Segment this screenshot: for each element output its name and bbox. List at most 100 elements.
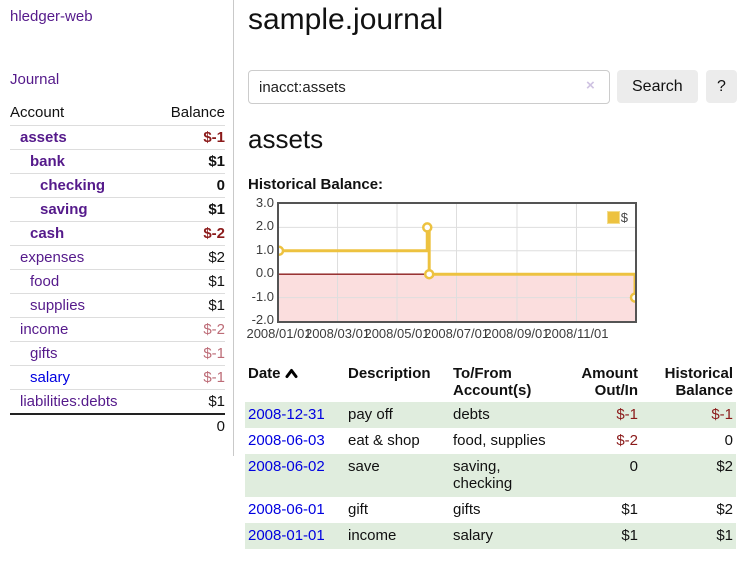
account-balance: 0 (152, 173, 225, 198)
account-link-salary[interactable]: salary (30, 369, 71, 386)
transaction-description: income (348, 527, 397, 544)
account-link-bank[interactable]: bank (30, 153, 66, 170)
transactions-table: Date Description To/From Account(s) Amou… (245, 362, 736, 549)
account-link-saving[interactable]: saving (40, 201, 88, 218)
transaction-balance: 0 (724, 432, 733, 449)
transaction-description: gift (348, 501, 369, 518)
sidebar-item-journal[interactable]: Journal (10, 71, 60, 88)
account-link-gifts[interactable]: gifts (30, 345, 58, 362)
transaction-balance: $-1 (711, 406, 733, 423)
transaction-accounts: salary (453, 527, 494, 544)
y-axis-tick: 2.0 (255, 218, 274, 234)
transaction-date-link[interactable]: 2008-06-03 (248, 432, 325, 449)
account-link-income[interactable]: income (20, 321, 69, 338)
legend-label: $ (620, 210, 628, 225)
transaction-balance: $2 (716, 501, 733, 518)
historical-balance-chart: $ 3.0 2.0 1.0 0.0 -1.0 -2.0 2008/01/01 2008/03/… (246, 195, 668, 344)
account-link-food[interactable]: food (30, 273, 60, 290)
transaction-row[interactable]: 2008-06-03 eat & shop food, supplies $-2 0 (245, 428, 736, 454)
transaction-description: eat & shop (348, 432, 420, 449)
account-row: gifts $-1 (10, 341, 225, 366)
x-axis-tick: 2008/05/01 (364, 326, 430, 341)
transaction-accounts: saving, checking (453, 458, 513, 492)
account-balance: $2 (152, 245, 225, 270)
txn-header-description: Description (348, 365, 431, 382)
accounts-total-value: 0 (152, 413, 225, 438)
x-axis-tick: 2008/11/01 (544, 326, 609, 341)
account-balance: $-1 (152, 341, 225, 366)
transaction-balance: $1 (716, 527, 733, 544)
account-row: checking 0 (10, 173, 225, 198)
account-link-liabilities-debts[interactable]: liabilities:debts (20, 393, 118, 410)
search-form: × Search ? (248, 70, 742, 104)
account-row: cash $-2 (10, 221, 225, 246)
balance-line-chart (279, 204, 635, 321)
account-balance: $1 (152, 149, 225, 174)
txn-header-balance: Historical Balance (664, 365, 733, 399)
txn-header-accounts: To/From Account(s) (453, 365, 532, 399)
accounts-total-row: 0 (10, 413, 225, 438)
transaction-row[interactable]: 2008-12-31 pay off debts $-1 $-1 (245, 402, 736, 428)
transaction-amount: $1 (621, 501, 638, 518)
transaction-balance: $2 (716, 458, 733, 475)
account-link-assets[interactable]: assets (20, 129, 67, 146)
account-balance: $1 (152, 197, 225, 222)
chart-plot-area: $ (277, 202, 637, 323)
account-row: assets $-1 (10, 125, 225, 150)
transaction-date-link[interactable]: 2008-06-01 (248, 501, 325, 518)
y-axis-tick: 1.0 (255, 241, 274, 257)
data-point (279, 245, 285, 257)
transaction-accounts: debts (453, 406, 490, 423)
accounts-table: Account Balance assets $-1 bank $1 checking 0… (10, 101, 225, 438)
transaction-amount: 0 (629, 458, 638, 475)
transaction-description: save (348, 458, 380, 475)
accounts-header-balance: Balance (170, 104, 225, 121)
transaction-description: pay off (348, 406, 393, 423)
account-link-checking[interactable]: checking (40, 177, 106, 194)
page-title: sample.journal (248, 3, 444, 36)
transaction-date-link[interactable]: 2008-01-01 (248, 527, 325, 544)
account-row: saving $1 (10, 197, 225, 222)
y-axis-tick: 3.0 (255, 195, 274, 210)
account-balance: $-2 (152, 221, 225, 246)
search-button[interactable]: Search (617, 70, 698, 103)
legend-swatch-icon (606, 211, 620, 224)
account-balance: $-1 (152, 125, 225, 150)
chart-legend: $ (604, 209, 630, 226)
account-link-supplies[interactable]: supplies (30, 297, 86, 314)
account-row: expenses $2 (10, 245, 225, 270)
transaction-date-link[interactable]: 2008-12-31 (248, 406, 325, 423)
txn-header-date[interactable]: Date (245, 362, 345, 402)
account-balance: $-2 (152, 317, 225, 342)
transaction-accounts: food, supplies (453, 432, 546, 449)
transaction-row[interactable]: 2008-06-02 save saving, checking 0 $2 (245, 454, 736, 497)
x-axis-tick: 2008/09/01 (484, 326, 550, 341)
sidebar-divider (233, 0, 234, 456)
transaction-date-link[interactable]: 2008-06-02 (248, 458, 325, 475)
chart-title: Historical Balance: (248, 176, 384, 193)
clear-search-icon[interactable]: × (586, 77, 595, 94)
y-axis-tick: 0.0 (255, 265, 274, 281)
account-row: bank $1 (10, 149, 225, 174)
account-row: food $1 (10, 269, 225, 294)
app-title-link[interactable]: hledger-web (10, 8, 93, 25)
transaction-row[interactable]: 2008-01-01 income salary $1 $1 (245, 523, 736, 549)
data-point (422, 222, 433, 233)
search-input[interactable] (248, 70, 610, 104)
txn-header-amount: Amount Out/In (581, 365, 638, 399)
transaction-row[interactable]: 2008-06-01 gift gifts $1 $2 (245, 497, 736, 523)
x-axis-tick: 2008/07/01 (423, 326, 490, 341)
account-row: salary $-1 (10, 365, 225, 390)
account-link-expenses[interactable]: expenses (20, 249, 85, 266)
account-balance: $-1 (152, 365, 225, 390)
account-balance: $1 (152, 389, 225, 414)
sort-ascending-icon (285, 366, 298, 383)
transaction-accounts: gifts (453, 501, 481, 518)
y-axis-tick: -2.0 (251, 312, 274, 327)
account-link-cash[interactable]: cash (30, 225, 65, 242)
data-point (423, 268, 435, 280)
account-balance: $1 (152, 269, 225, 294)
account-heading: assets (248, 124, 324, 154)
help-button[interactable]: ? (706, 70, 737, 103)
x-axis-tick: 2008/03/01 (304, 326, 371, 341)
